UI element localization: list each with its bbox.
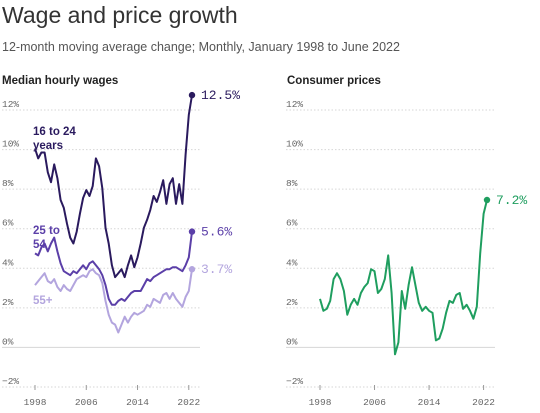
x-tick-label: 2014 — [126, 397, 149, 408]
series-line — [34, 94, 193, 279]
series-end-point — [188, 91, 196, 99]
series-label-25-54: 25 to 54 — [33, 225, 60, 251]
panel-title: Consumer prices — [287, 75, 381, 87]
series-label-16-24: 16 to 24 years — [33, 126, 76, 152]
y-tick-label: 2% — [286, 297, 298, 308]
y-tick-label: 8% — [286, 178, 298, 189]
y-tick-label: 10% — [2, 139, 19, 150]
series-line — [34, 231, 193, 306]
series-line — [319, 199, 488, 356]
x-tick-label: 2006 — [363, 397, 386, 408]
series-line — [34, 268, 193, 334]
x-tick-label: 2022 — [177, 397, 200, 408]
y-tick-label: 0% — [286, 336, 298, 347]
series-end-point — [188, 266, 196, 273]
y-tick-label: 4% — [286, 257, 298, 268]
x-tick-label: 2006 — [75, 397, 98, 408]
series-end-point — [483, 196, 491, 204]
y-tick-label: 6% — [2, 218, 14, 229]
y-tick-label: 12% — [2, 99, 19, 110]
series-end-label: 7.2% — [496, 193, 527, 208]
y-tick-label: 8% — [2, 178, 14, 189]
y-tick-label: 4% — [2, 257, 14, 268]
page-title: Wage and price growth — [2, 2, 238, 28]
y-tick-label: 12% — [286, 99, 303, 110]
page-subtitle: 12-month moving average change; Monthly,… — [2, 40, 400, 54]
y-tick-label: 0% — [2, 336, 14, 347]
series-end-point — [188, 228, 196, 235]
series-end-label: 12.5% — [201, 88, 240, 103]
y-tick-label: −2% — [286, 376, 303, 387]
x-tick-label: 2014 — [418, 397, 441, 408]
series-end-label: 5.6% — [201, 225, 232, 240]
y-tick-label: 2% — [2, 297, 14, 308]
series-end-label: 3.7% — [201, 262, 232, 277]
y-tick-label: 10% — [286, 139, 303, 150]
x-tick-label: 1998 — [309, 397, 332, 408]
series-label-55plus: 55+ — [33, 295, 53, 307]
x-tick-label: 1998 — [24, 397, 47, 408]
panel-title: Median hourly wages — [2, 75, 118, 87]
y-tick-label: −2% — [2, 376, 19, 387]
x-tick-label: 2022 — [472, 397, 495, 408]
y-tick-label: 6% — [286, 218, 298, 229]
